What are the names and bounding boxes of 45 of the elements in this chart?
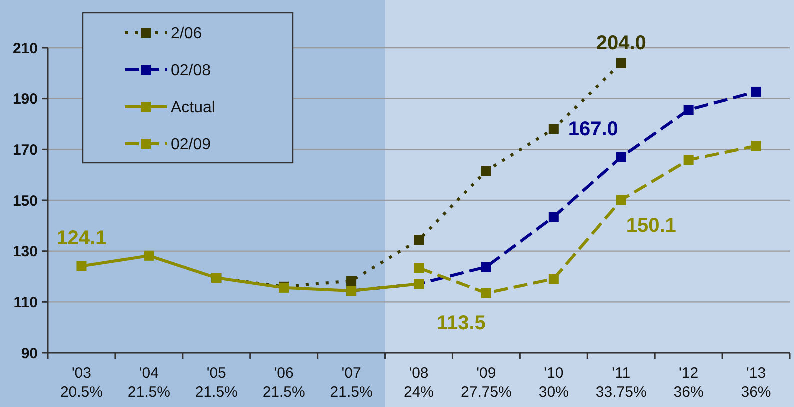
x-tick-label: '09 27.75% xyxy=(461,365,512,401)
point xyxy=(548,212,559,222)
point xyxy=(684,105,694,116)
point xyxy=(751,141,762,152)
x-tick-label: '07 21.5% xyxy=(330,365,373,401)
x-tick-label: '08 24% xyxy=(404,365,434,401)
y-tick-label: 90 xyxy=(21,345,38,362)
annotation: 167.0 xyxy=(568,118,618,140)
x-tick-label: '12 36% xyxy=(674,365,704,401)
legend-label: 02/08 xyxy=(171,62,212,80)
y-tick-label: 190 xyxy=(12,91,38,108)
point xyxy=(548,124,559,134)
y-tick-label: 110 xyxy=(14,294,38,312)
x-tick-label: '13 36% xyxy=(741,365,772,401)
x-tick-label: '11 33.75% xyxy=(596,365,647,401)
x-tick-label: '06 21.5% xyxy=(262,365,306,401)
point xyxy=(616,58,626,68)
point xyxy=(481,288,492,298)
point xyxy=(414,263,424,274)
point xyxy=(616,152,626,162)
point xyxy=(481,262,492,272)
annotation: 124.1 xyxy=(56,227,107,250)
annotation: 204.0 xyxy=(596,32,646,54)
y-tick-label: 130 xyxy=(12,244,38,261)
y-tick-label: 170 xyxy=(12,142,38,159)
annotation: 113.5 xyxy=(436,312,486,334)
point xyxy=(616,195,626,206)
y-tick-label: 210 xyxy=(12,40,38,58)
point xyxy=(346,276,357,286)
x-tick-label: '05 21.5% xyxy=(195,365,238,401)
x-tick-label: '03 20.5% xyxy=(60,365,103,401)
point xyxy=(481,166,492,176)
legend-label: Actual xyxy=(171,100,216,117)
point xyxy=(684,155,694,166)
legend-label: 02/09 xyxy=(171,136,212,154)
point xyxy=(414,235,424,246)
point xyxy=(548,274,559,284)
point xyxy=(76,261,87,272)
point xyxy=(751,86,762,97)
y-tick-label: 150 xyxy=(12,192,38,210)
x-tick-label: '04 21.5% xyxy=(128,365,170,401)
point xyxy=(144,250,154,261)
x-tick-label: '10 30% xyxy=(538,365,569,401)
annotation: 150.1 xyxy=(626,215,676,238)
legend-label: 2/06 xyxy=(171,26,202,43)
